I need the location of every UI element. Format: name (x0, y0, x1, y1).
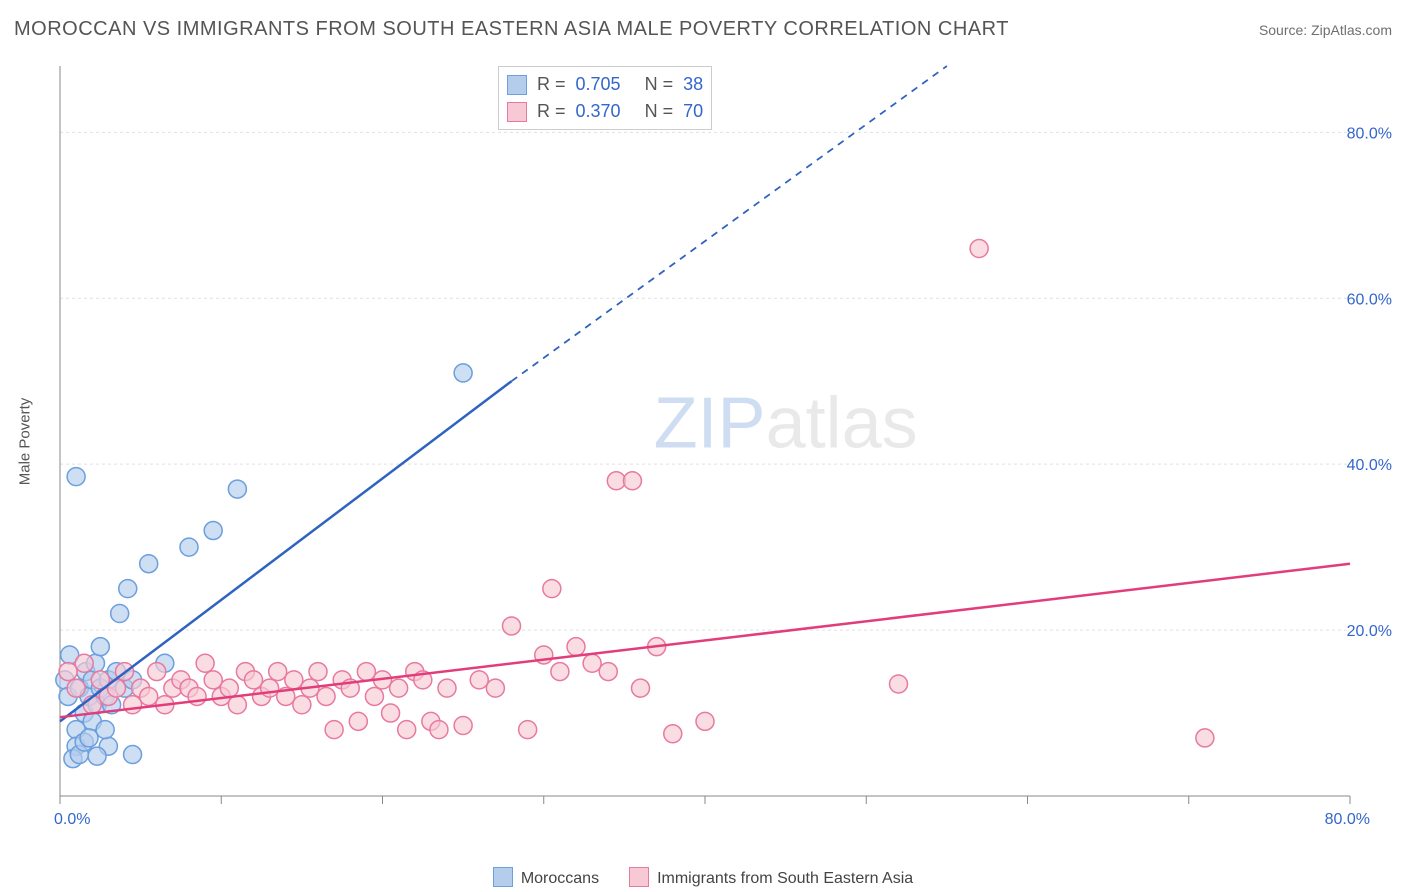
chart-container: 0.0% 80.0% 20.0% 40.0% 60.0% 80.0% ZIPatlas R … (50, 56, 1392, 826)
legend-r-label: R = (537, 71, 566, 98)
svg-text:ZIPatlas: ZIPatlas (654, 384, 918, 464)
svg-text:60.0%: 60.0% (1347, 291, 1392, 308)
legend-n-value: 70 (683, 98, 703, 125)
legend-swatch (493, 867, 513, 887)
correlation-legend: R = 0.705 N = 38 R = 0.370 N = 70 (498, 66, 712, 130)
series-legend-item: Immigrants from South Eastern Asia (629, 867, 913, 888)
correlation-legend-row: R = 0.370 N = 70 (507, 98, 703, 125)
chart-title: MOROCCAN VS IMMIGRANTS FROM SOUTH EASTER… (14, 18, 1009, 41)
header-bar: MOROCCAN VS IMMIGRANTS FROM SOUTH EASTER… (14, 18, 1392, 41)
series-legend-item: Moroccans (493, 867, 599, 888)
y-axis-label-wrap: Male Poverty (0, 56, 50, 826)
legend-swatch (507, 102, 527, 122)
svg-text:20.0%: 20.0% (1347, 623, 1392, 640)
legend-r-value: 0.370 (576, 98, 621, 125)
legend-swatch (629, 867, 649, 887)
legend-label: Moroccans (521, 870, 599, 887)
legend-n-label: N = (645, 71, 674, 98)
legend-n-label: N = (645, 98, 674, 125)
legend-label: Immigrants from South Eastern Asia (657, 870, 913, 887)
source-attribution: Source: ZipAtlas.com (1259, 22, 1392, 38)
svg-text:80.0%: 80.0% (1347, 125, 1392, 142)
correlation-legend-row: R = 0.705 N = 38 (507, 71, 703, 98)
legend-n-value: 38 (683, 71, 703, 98)
legend-swatch (507, 75, 527, 95)
y-axis-label: Male Poverty (17, 397, 34, 485)
svg-text:40.0%: 40.0% (1347, 457, 1392, 474)
series-legend: Moroccans Immigrants from South Eastern A… (0, 867, 1406, 888)
legend-r-label: R = (537, 98, 566, 125)
scatter-chart: 0.0% 80.0% 20.0% 40.0% 60.0% 80.0% ZIPatlas (50, 56, 1392, 826)
svg-text:0.0%: 0.0% (54, 811, 90, 826)
svg-text:80.0%: 80.0% (1325, 811, 1370, 826)
legend-r-value: 0.705 (576, 71, 621, 98)
